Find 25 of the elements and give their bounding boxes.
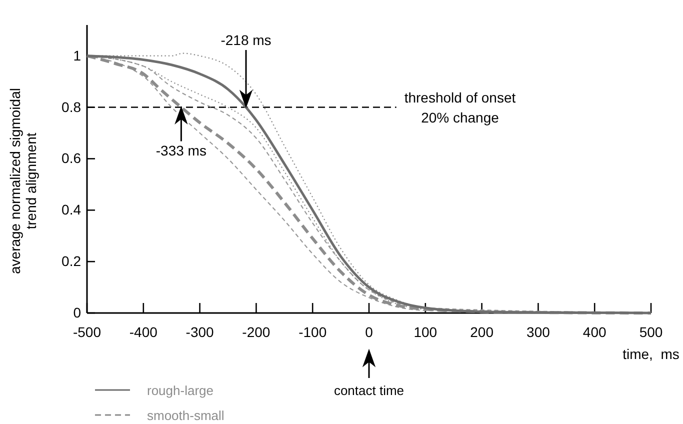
legend-label: rough-large — [147, 383, 214, 398]
x-tick-label: -300 — [186, 324, 214, 340]
annotation: -218 ms — [220, 32, 272, 48]
y-tick-label: 0.8 — [62, 98, 82, 115]
y-tick-label: 0.4 — [62, 202, 82, 218]
x-tick-label: 0 — [365, 324, 374, 340]
y-tick-label: 0.2 — [62, 253, 82, 270]
x-tick-label: -100 — [298, 324, 327, 340]
ref-line-label: threshold of onset 20% change — [404, 89, 516, 126]
x-tick-label: 400 — [582, 324, 606, 340]
x-tick-label: -200 — [242, 324, 270, 340]
x-tick-label: 300 — [526, 324, 550, 340]
x-tick-label: 500 — [639, 324, 663, 340]
y-axis-title: average normalized sigmoidal trend alignment — [7, 88, 39, 274]
y-tick-label: 0 — [73, 304, 82, 320]
x-tick-label: 200 — [470, 324, 494, 340]
y-tick-label: 1 — [73, 47, 82, 64]
x-tick-label: 100 — [414, 324, 438, 340]
y-tick-label: 0.6 — [62, 150, 82, 166]
x-tick-label: -400 — [129, 324, 158, 340]
legend-label: smooth-small — [147, 408, 224, 423]
x-axis-title: time, ms — [622, 346, 680, 362]
annotation: -333 ms — [156, 142, 206, 158]
x-tick-label: -500 — [72, 324, 102, 340]
text: contact time — [334, 383, 404, 398]
